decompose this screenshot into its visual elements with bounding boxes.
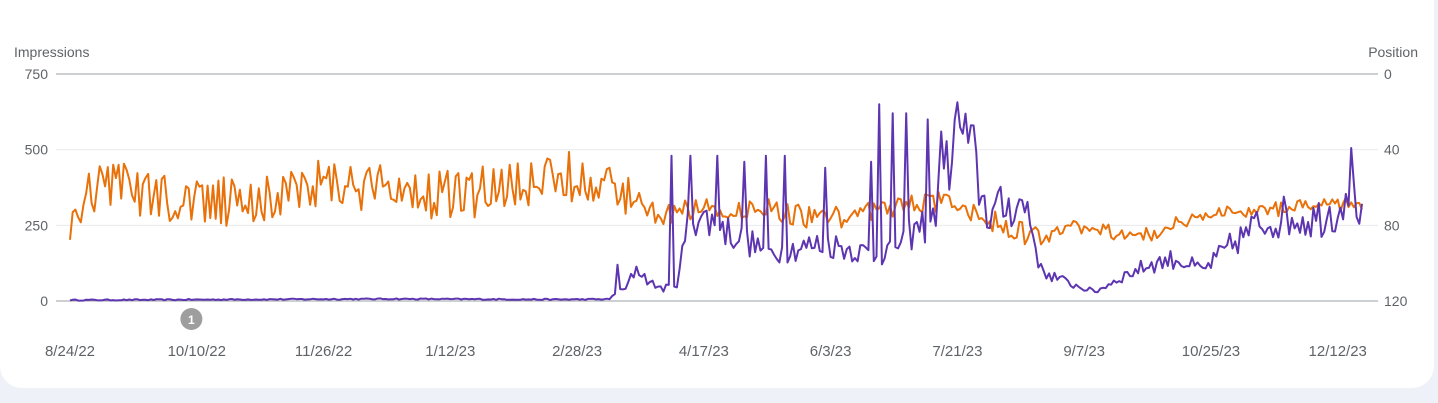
- x-tick-label: 9/7/23: [1063, 343, 1105, 360]
- x-tick-label: 7/21/23: [932, 343, 982, 360]
- x-axis-ticks: 8/24/22 10/10/22 11/26/22 1/12/23 2/28/23 4/1…: [45, 343, 1367, 360]
- left-tick-label: 0: [40, 293, 48, 309]
- x-tick-label: 12/12/23: [1309, 343, 1367, 360]
- x-tick-label: 2/28/23: [552, 343, 602, 360]
- left-axis-title: Impressions: [14, 44, 89, 60]
- x-tick-label: 4/17/23: [679, 343, 729, 360]
- annotation-badge[interactable]: [180, 308, 203, 330]
- series-lines: [69, 101, 1363, 302]
- impressions-series-line: [69, 101, 1363, 302]
- right-axis-title: Position: [1368, 44, 1418, 60]
- chart-card: Impressions Position 750 0 500 40 250 80 0 120 …: [0, 0, 1434, 388]
- x-tick-label: 1/12/23: [425, 343, 475, 360]
- left-tick-label: 250: [25, 217, 49, 233]
- gridlines: [56, 73, 1378, 302]
- annotation-label: 1: [188, 313, 195, 327]
- annotation-marker[interactable]: 1: [180, 308, 203, 330]
- right-tick-label: 0: [1384, 66, 1392, 82]
- x-tick-label: 6/3/23: [810, 343, 852, 360]
- x-tick-label: 10/10/22: [168, 343, 226, 360]
- x-tick-label: 8/24/22: [45, 343, 95, 360]
- x-tick-label: 11/26/22: [295, 343, 352, 360]
- right-tick-label: 80: [1384, 217, 1400, 233]
- annotations[interactable]: 1: [180, 308, 203, 330]
- left-tick-label: 500: [25, 142, 49, 158]
- left-tick-label: 750: [25, 66, 49, 82]
- y-axis-ticks: 750 0 500 40 250 80 0 120: [25, 66, 1408, 309]
- right-tick-label: 120: [1384, 293, 1408, 309]
- x-tick-label: 10/25/23: [1182, 343, 1240, 360]
- right-tick-label: 40: [1384, 142, 1400, 158]
